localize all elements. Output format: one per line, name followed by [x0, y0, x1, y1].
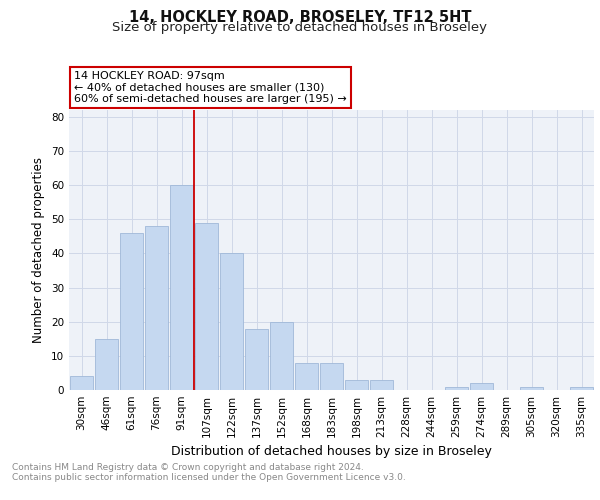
Bar: [170, 185, 193, 390]
Bar: [195, 222, 218, 390]
Text: 14, HOCKLEY ROAD, BROSELEY, TF12 5HT: 14, HOCKLEY ROAD, BROSELEY, TF12 5HT: [129, 10, 471, 25]
Bar: [70, 376, 93, 390]
Text: 14 HOCKLEY ROAD: 97sqm
← 40% of detached houses are smaller (130)
60% of semi-de: 14 HOCKLEY ROAD: 97sqm ← 40% of detached…: [74, 71, 347, 104]
Bar: [295, 362, 318, 390]
Bar: [445, 386, 468, 390]
Bar: [345, 380, 368, 390]
Bar: [120, 233, 143, 390]
Text: Contains HM Land Registry data © Crown copyright and database right 2024.: Contains HM Land Registry data © Crown c…: [12, 462, 364, 471]
Bar: [245, 328, 268, 390]
Bar: [370, 380, 393, 390]
Text: Size of property relative to detached houses in Broseley: Size of property relative to detached ho…: [113, 22, 487, 35]
Bar: [320, 362, 343, 390]
Bar: [95, 339, 118, 390]
Text: Contains public sector information licensed under the Open Government Licence v3: Contains public sector information licen…: [12, 472, 406, 482]
Bar: [470, 383, 493, 390]
Y-axis label: Number of detached properties: Number of detached properties: [32, 157, 46, 343]
Bar: [570, 386, 593, 390]
Bar: [270, 322, 293, 390]
Bar: [145, 226, 168, 390]
Bar: [520, 386, 543, 390]
X-axis label: Distribution of detached houses by size in Broseley: Distribution of detached houses by size …: [171, 446, 492, 458]
Bar: [220, 254, 243, 390]
